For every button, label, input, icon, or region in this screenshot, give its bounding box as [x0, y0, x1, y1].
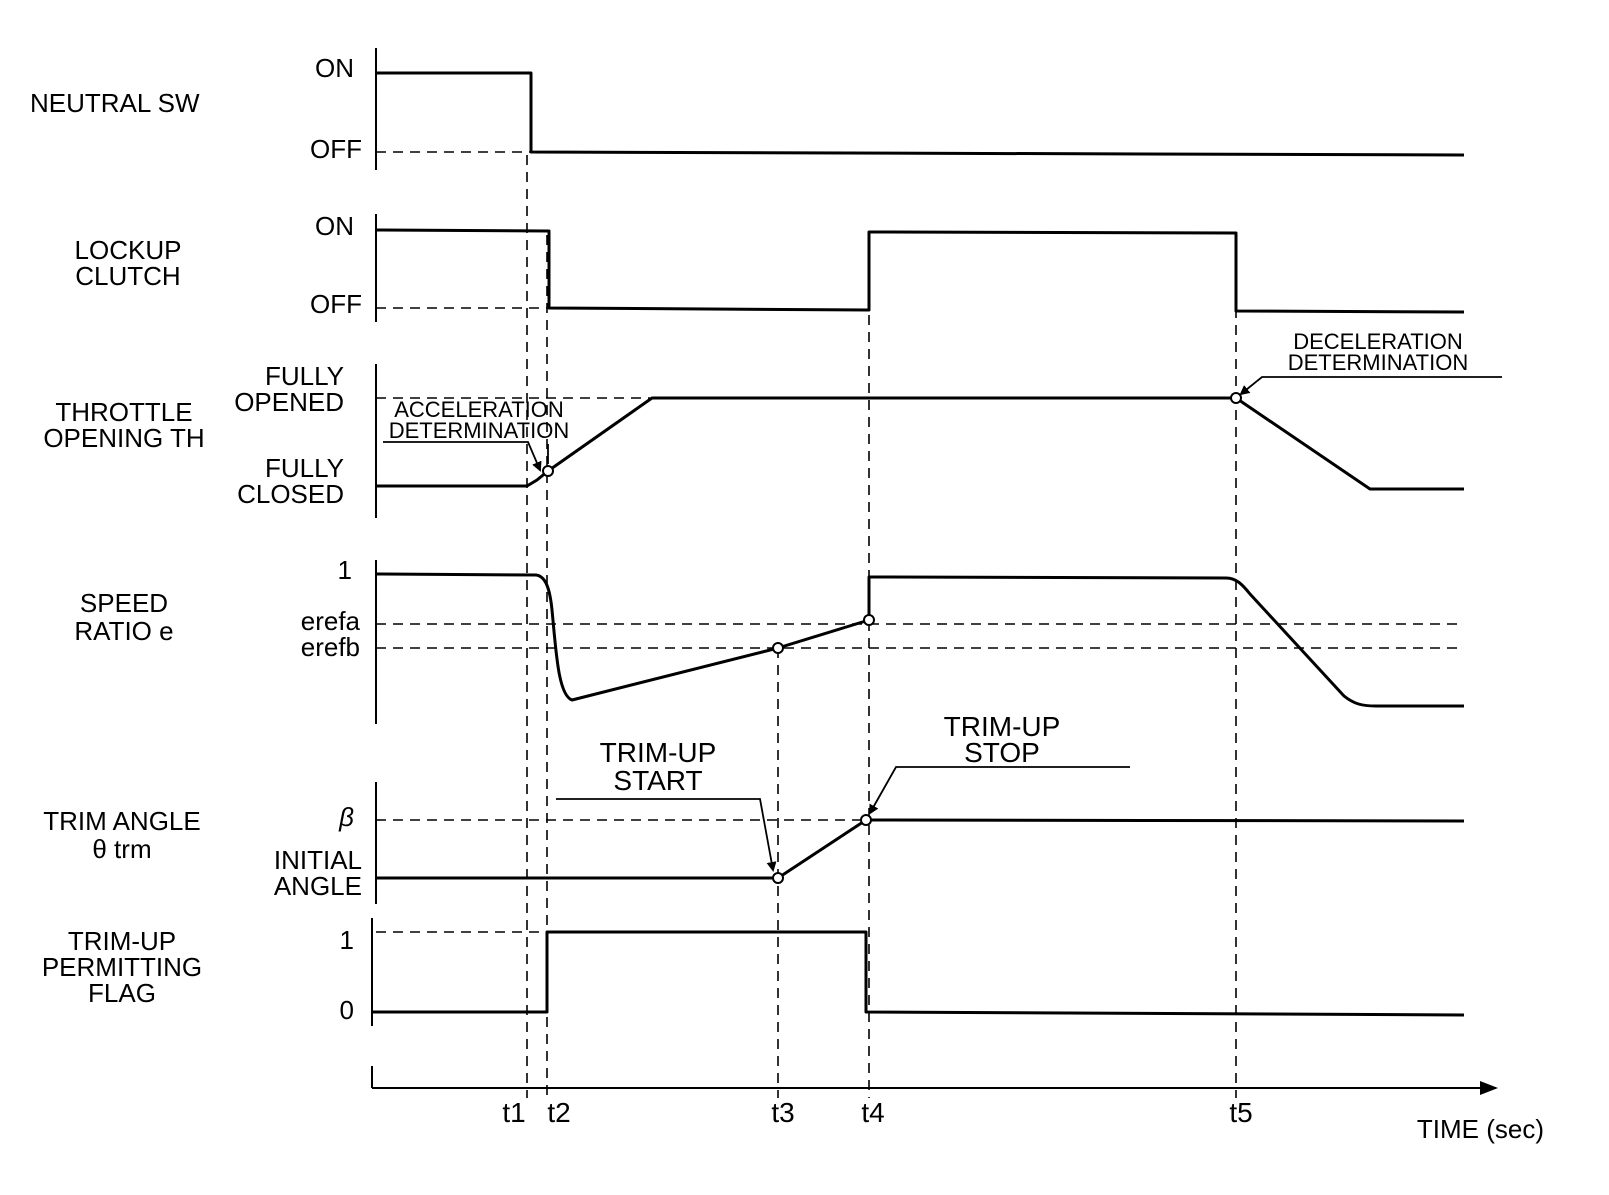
speed-ratio-label-line2: RATIO e	[74, 616, 173, 646]
row-neutral-sw: NEUTRAL SW ON OFF	[30, 48, 1464, 170]
tick-t2: t2	[547, 1097, 570, 1128]
throttle-closed-label: CLOSED	[237, 479, 344, 509]
trim-start-leader	[556, 799, 773, 870]
tick-t5: t5	[1229, 1097, 1252, 1128]
time-axis-label: TIME (sec)	[1417, 1114, 1544, 1144]
row-lockup-clutch: LOCKUP CLUTCH ON OFF	[75, 211, 1464, 322]
lockup-clutch-on-label: ON	[315, 211, 354, 241]
time-guides	[527, 155, 1236, 1098]
erefa-crossing-point	[864, 615, 874, 625]
acceleration-point	[543, 466, 553, 476]
trim-angle-label-line2: θ trm	[92, 834, 151, 864]
trim-start-annotation-line2: START	[613, 765, 702, 796]
level-guides	[376, 152, 1464, 932]
speed-ratio-label-line1: SPEED	[80, 588, 168, 618]
deceleration-annotation-line2: DETERMINATION	[1288, 350, 1468, 375]
neutral-sw-off-label: OFF	[310, 134, 362, 164]
trim-flag-label-line3: FLAG	[88, 978, 156, 1008]
acceleration-leader	[383, 442, 540, 470]
trim-start-annotation-line1: TRIM-UP	[600, 737, 717, 768]
tick-t3: t3	[771, 1097, 794, 1128]
trim-angle-angle-label: ANGLE	[274, 871, 362, 901]
tick-t4: t4	[861, 1097, 884, 1128]
trim-stop-leader	[870, 767, 1130, 813]
speed-ratio-1-label: 1	[338, 555, 352, 585]
neutral-sw-label: NEUTRAL SW	[30, 88, 200, 118]
neutral-sw-on-label: ON	[315, 53, 354, 83]
speed-ratio-erefb-label: erefb	[301, 632, 360, 662]
lockup-clutch-off-label: OFF	[310, 289, 362, 319]
trim-angle-signal	[376, 820, 1464, 878]
deceleration-leader	[1241, 377, 1502, 394]
throttle-opened-label: OPENED	[234, 387, 344, 417]
trim-angle-label-line1: TRIM ANGLE	[43, 806, 200, 836]
trim-start-point	[773, 873, 783, 883]
lockup-clutch-label-line2: CLUTCH	[75, 261, 180, 291]
trim-stop-annotation-line2: STOP	[964, 737, 1040, 768]
trim-angle-beta-label: β	[338, 802, 354, 832]
erefb-crossing-point	[773, 643, 783, 653]
speed-ratio-signal	[376, 574, 1464, 706]
row-throttle: THROTTLE OPENING TH FULLY OPENED FULLY C…	[43, 329, 1502, 518]
row-speed-ratio: SPEED RATIO e 1 erefa erefb	[74, 555, 1464, 724]
tick-t1: t1	[502, 1097, 525, 1128]
neutral-sw-signal	[376, 73, 1464, 155]
deceleration-point	[1231, 393, 1241, 403]
trim-flag-1-label: 1	[340, 925, 354, 955]
lockup-clutch-signal	[376, 230, 1464, 312]
trim-flag-signal	[372, 932, 1464, 1015]
row-trim-flag: TRIM-UP PERMITTING FLAG 1 0	[42, 918, 1464, 1026]
trim-flag-0-label: 0	[340, 995, 354, 1025]
throttle-label-line2: OPENING TH	[43, 423, 204, 453]
trim-stop-point	[861, 815, 871, 825]
acceleration-annotation-line2: DETERMINATION	[389, 418, 569, 443]
row-trim-angle: TRIM ANGLE θ trm β INITIAL ANGLE TRIM-UP…	[43, 711, 1464, 904]
